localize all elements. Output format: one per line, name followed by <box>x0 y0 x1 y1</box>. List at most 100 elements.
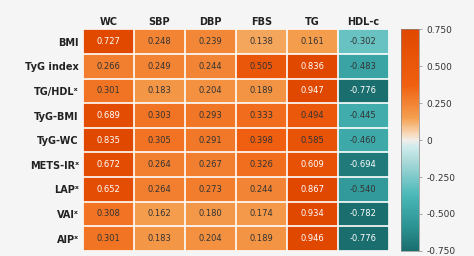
Text: 0.244: 0.244 <box>199 62 222 71</box>
Bar <box>134 177 185 202</box>
Text: 0.505: 0.505 <box>249 62 273 71</box>
Text: 0.239: 0.239 <box>199 37 222 46</box>
Text: 0.689: 0.689 <box>97 111 120 120</box>
Text: 0.183: 0.183 <box>147 234 171 243</box>
Text: 0.189: 0.189 <box>249 234 273 243</box>
Text: 0.291: 0.291 <box>199 136 222 145</box>
Text: 0.301: 0.301 <box>97 87 120 95</box>
Bar <box>134 226 185 251</box>
Bar <box>185 153 236 177</box>
Text: 0.947: 0.947 <box>301 87 324 95</box>
Text: 0.585: 0.585 <box>301 136 324 145</box>
Text: 0.301: 0.301 <box>97 234 120 243</box>
Text: 0.204: 0.204 <box>199 234 222 243</box>
Bar <box>134 29 185 54</box>
Text: 0.293: 0.293 <box>199 111 222 120</box>
Text: -0.540: -0.540 <box>350 185 376 194</box>
Bar <box>134 54 185 79</box>
Bar <box>185 79 236 103</box>
Bar <box>83 29 134 54</box>
Bar <box>337 177 389 202</box>
Bar <box>337 29 389 54</box>
Bar <box>236 79 287 103</box>
Text: 0.161: 0.161 <box>301 37 324 46</box>
Bar <box>185 103 236 128</box>
Text: -0.782: -0.782 <box>350 209 377 218</box>
Text: 0.273: 0.273 <box>199 185 222 194</box>
Bar <box>287 103 337 128</box>
Text: 0.162: 0.162 <box>147 209 171 218</box>
Bar <box>287 202 337 226</box>
Text: 0.267: 0.267 <box>199 160 222 169</box>
Bar <box>236 29 287 54</box>
Text: -0.460: -0.460 <box>350 136 376 145</box>
Text: 0.248: 0.248 <box>147 37 171 46</box>
Text: -0.776: -0.776 <box>350 87 377 95</box>
Text: 0.204: 0.204 <box>199 87 222 95</box>
Bar <box>236 226 287 251</box>
Bar <box>185 29 236 54</box>
Bar <box>236 177 287 202</box>
Text: 0.946: 0.946 <box>301 234 324 243</box>
Bar <box>337 79 389 103</box>
Bar <box>337 128 389 153</box>
Bar <box>236 128 287 153</box>
Text: 0.138: 0.138 <box>249 37 273 46</box>
Bar <box>185 202 236 226</box>
Bar <box>337 226 389 251</box>
Bar <box>185 128 236 153</box>
Bar <box>134 79 185 103</box>
Bar <box>287 153 337 177</box>
Text: 0.189: 0.189 <box>249 87 273 95</box>
Bar <box>83 103 134 128</box>
Bar <box>337 153 389 177</box>
Text: 0.727: 0.727 <box>97 37 120 46</box>
Text: 0.494: 0.494 <box>301 111 324 120</box>
Text: 0.609: 0.609 <box>301 160 324 169</box>
Text: 0.244: 0.244 <box>249 185 273 194</box>
Bar <box>134 128 185 153</box>
Text: -0.483: -0.483 <box>350 62 377 71</box>
Bar <box>83 153 134 177</box>
Text: 0.183: 0.183 <box>147 87 171 95</box>
Bar <box>134 103 185 128</box>
Bar <box>236 103 287 128</box>
Bar <box>287 79 337 103</box>
Text: -0.445: -0.445 <box>350 111 376 120</box>
Bar <box>185 177 236 202</box>
Bar <box>287 54 337 79</box>
Text: 0.305: 0.305 <box>147 136 171 145</box>
Bar <box>287 29 337 54</box>
Text: 0.333: 0.333 <box>249 111 273 120</box>
Bar <box>134 202 185 226</box>
Bar <box>185 226 236 251</box>
Bar <box>134 153 185 177</box>
Text: 0.264: 0.264 <box>147 160 171 169</box>
Text: 0.652: 0.652 <box>97 185 120 194</box>
Text: 0.308: 0.308 <box>97 209 120 218</box>
Bar <box>236 153 287 177</box>
Bar <box>337 202 389 226</box>
Text: 0.867: 0.867 <box>300 185 324 194</box>
Bar <box>83 54 134 79</box>
Text: 0.934: 0.934 <box>301 209 324 218</box>
Bar <box>337 54 389 79</box>
Bar <box>287 177 337 202</box>
Text: 0.836: 0.836 <box>300 62 324 71</box>
Bar <box>337 103 389 128</box>
Bar <box>83 226 134 251</box>
Text: 0.174: 0.174 <box>249 209 273 218</box>
Bar <box>236 202 287 226</box>
Bar <box>236 54 287 79</box>
Bar <box>83 79 134 103</box>
Bar <box>83 128 134 153</box>
Text: -0.302: -0.302 <box>350 37 376 46</box>
Text: 0.303: 0.303 <box>147 111 171 120</box>
Bar <box>83 177 134 202</box>
Text: 0.672: 0.672 <box>97 160 120 169</box>
Text: 0.835: 0.835 <box>97 136 120 145</box>
Text: -0.776: -0.776 <box>350 234 377 243</box>
Bar <box>185 54 236 79</box>
Text: 0.249: 0.249 <box>147 62 171 71</box>
Bar <box>83 202 134 226</box>
